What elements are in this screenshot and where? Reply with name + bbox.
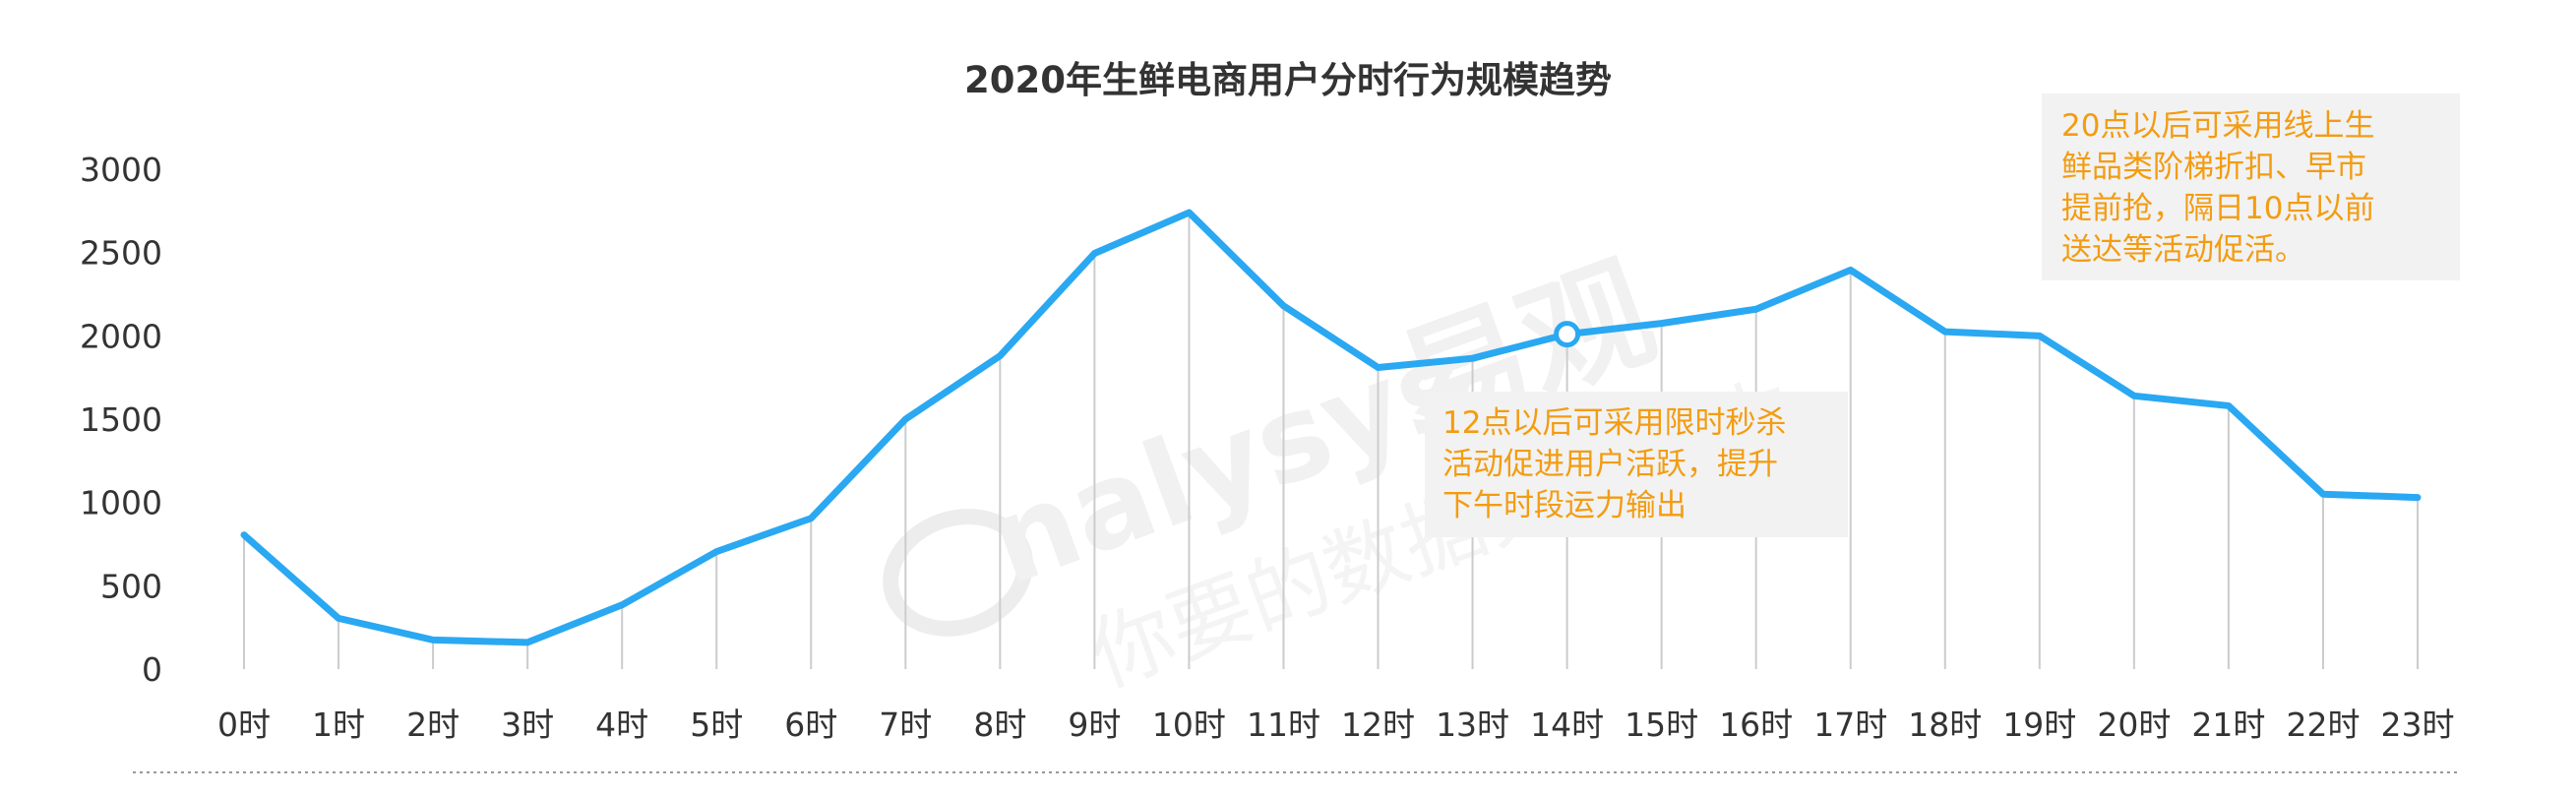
y-tick-label: 2000 — [80, 317, 162, 355]
x-tick-label: 8时 — [973, 705, 1026, 744]
annotation-background — [1425, 392, 1848, 537]
x-tick-label: 6时 — [784, 705, 837, 744]
annotation-line: 活动促进用户活跃，提升 — [1442, 447, 1778, 482]
x-tick-label: 4时 — [595, 705, 648, 744]
x-tick-label: 23时 — [2381, 705, 2455, 744]
x-tick-label: 18时 — [1908, 705, 1982, 744]
annotation-line: 20点以后可采用线上生 — [2061, 108, 2374, 144]
highlight-point — [1554, 321, 1581, 348]
x-tick-label: 22时 — [2286, 705, 2360, 744]
x-tick-label: 17时 — [1813, 705, 1887, 744]
y-tick-label: 3000 — [80, 151, 162, 189]
annotation-line: 提前抢，隔日10点以前 — [2061, 191, 2374, 226]
x-tick-label: 12时 — [1341, 705, 1415, 744]
x-tick-label: 7时 — [879, 705, 932, 744]
x-tick-label: 11时 — [1247, 705, 1320, 744]
x-tick-label: 21时 — [2191, 705, 2265, 744]
x-tick-label: 15时 — [1625, 705, 1698, 744]
annotation-line: 送达等活动促活。 — [2061, 232, 2305, 268]
x-tick-label: 14时 — [1530, 705, 1604, 744]
x-axis-labels: 0时 1时 2时 3时 4时 5时 6时 7时 8时 9时 10时 11时 12时 13时 14时 15时 16… — [217, 705, 2455, 744]
y-tick-label: 0 — [142, 650, 162, 689]
annotation-line: 下午时段运力输出 — [1442, 488, 1687, 523]
x-tick-label: 13时 — [1436, 705, 1509, 744]
annotation-line: 12点以后可采用限时秒杀 — [1442, 405, 1786, 441]
x-tick-label: 5时 — [690, 705, 743, 744]
annotation-line: 鲜品类阶梯折扣、早市 — [2061, 150, 2366, 185]
y-tick-label: 500 — [100, 567, 162, 605]
y-tick-label: 1000 — [80, 484, 162, 522]
drop-lines — [243, 213, 2419, 669]
x-tick-label: 1时 — [312, 705, 365, 744]
x-tick-label: 0时 — [217, 705, 271, 744]
y-tick-label: 1500 — [80, 400, 162, 439]
x-tick-label: 19时 — [2002, 705, 2076, 744]
series-line — [240, 209, 2422, 646]
x-tick-label: 16时 — [1719, 705, 1793, 744]
y-tick-label: 2500 — [80, 234, 162, 273]
x-tick-label: 20时 — [2097, 705, 2171, 744]
x-tick-label: 2时 — [406, 705, 460, 744]
x-tick-label: 3时 — [501, 705, 554, 744]
series-layer — [240, 209, 2422, 646]
x-tick-label: 10时 — [1152, 705, 1226, 744]
y-axis-labels: 0 500 1000 1500 2000 2500 3000 — [80, 151, 162, 689]
annotation-background — [2042, 93, 2460, 280]
chart-title: 2020年生鲜电商用户分时行为规模趋势 — [964, 59, 1612, 101]
x-tick-label: 9时 — [1068, 705, 1121, 744]
